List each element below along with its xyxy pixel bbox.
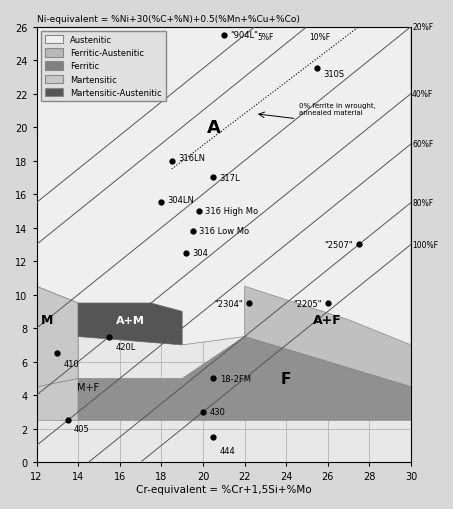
- Text: 0% ferrite in wrought,
annealed material: 0% ferrite in wrought, annealed material: [299, 103, 376, 116]
- Polygon shape: [37, 287, 78, 387]
- Text: 304: 304: [193, 249, 208, 258]
- Text: A+M: A+M: [116, 315, 145, 325]
- Text: M: M: [41, 314, 53, 327]
- Polygon shape: [245, 287, 411, 387]
- Text: A+F: A+F: [313, 314, 342, 327]
- Text: 420L: 420L: [116, 343, 136, 351]
- Polygon shape: [37, 379, 78, 420]
- Text: 310S: 310S: [323, 70, 345, 79]
- Text: 100%F: 100%F: [412, 240, 438, 249]
- Text: 18-2FM: 18-2FM: [220, 374, 251, 383]
- Polygon shape: [37, 27, 411, 387]
- Text: 430: 430: [209, 408, 225, 416]
- Text: 304LN: 304LN: [168, 195, 194, 204]
- Text: 20%F: 20%F: [412, 23, 433, 32]
- Text: F: F: [281, 371, 291, 386]
- Text: 5%F: 5%F: [257, 33, 274, 42]
- Polygon shape: [78, 303, 182, 345]
- Text: 405: 405: [74, 425, 90, 433]
- Text: 80%F: 80%F: [412, 199, 433, 208]
- Text: 316 Low Mo: 316 Low Mo: [199, 227, 249, 236]
- X-axis label: Cr-equivalent = %Cr+1,5Si+%Mo: Cr-equivalent = %Cr+1,5Si+%Mo: [136, 484, 312, 494]
- Text: "2507": "2507": [324, 240, 353, 249]
- Text: 10%F: 10%F: [309, 33, 330, 42]
- Text: "2205": "2205": [293, 299, 322, 308]
- Text: A: A: [207, 119, 220, 137]
- Text: Ni-equivalent = %Ni+30(%C+%N)+0.5(%Mn+%Cu+%Co): Ni-equivalent = %Ni+30(%C+%N)+0.5(%Mn+%C…: [37, 15, 299, 24]
- Text: "2304": "2304": [214, 299, 242, 308]
- Text: 317L: 317L: [220, 174, 240, 183]
- Text: "904L": "904L": [230, 32, 258, 40]
- Text: M+F: M+F: [77, 382, 100, 392]
- Text: 316 High Mo: 316 High Mo: [205, 207, 258, 216]
- Text: 410: 410: [63, 359, 79, 368]
- Legend: Austenitic, Ferritic-Austenitic, Ferritic, Martensitic, Martensitic-Austenitic: Austenitic, Ferritic-Austenitic, Ferriti…: [41, 32, 166, 102]
- Polygon shape: [78, 337, 411, 420]
- Text: 60%F: 60%F: [412, 140, 434, 149]
- Text: 316LN: 316LN: [178, 153, 205, 162]
- Text: 444: 444: [220, 446, 236, 455]
- Text: 40%F: 40%F: [412, 90, 434, 99]
